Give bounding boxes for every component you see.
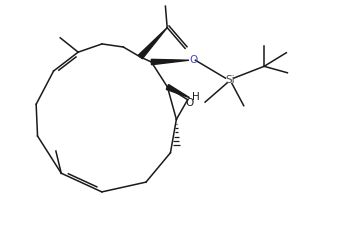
Text: O: O xyxy=(189,54,198,65)
Polygon shape xyxy=(138,28,167,59)
Text: O: O xyxy=(186,98,194,108)
Polygon shape xyxy=(166,85,190,98)
Text: Si: Si xyxy=(225,75,235,85)
Text: H: H xyxy=(192,92,199,102)
Polygon shape xyxy=(151,59,189,65)
